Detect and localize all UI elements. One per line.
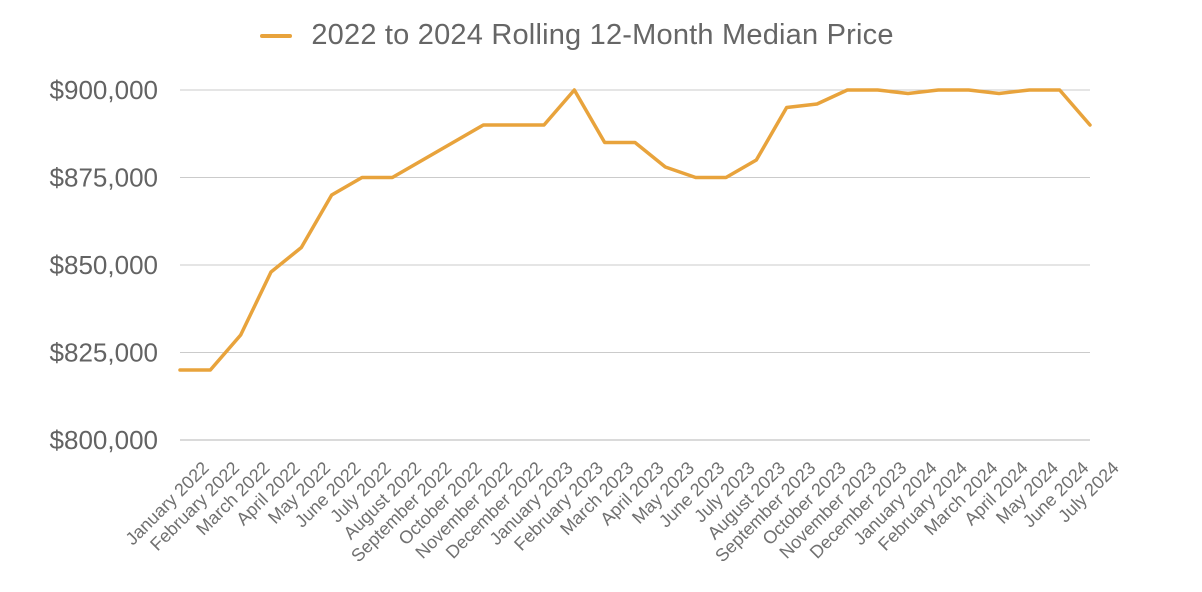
y-axis-tick-label: $900,000: [50, 75, 158, 105]
chart-title: 2022 to 2024 Rolling 12-Month Median Pri…: [311, 19, 894, 51]
chart-legend: 2022 to 2024 Rolling 12-Month Median Pri…: [0, 19, 1178, 52]
y-axis-tick-label: $850,000: [50, 250, 158, 280]
legend-line-marker: [260, 33, 293, 38]
y-axis-tick-label: $800,000: [50, 425, 158, 455]
series-line: [178, 88, 1092, 372]
y-axis-tick-label: $825,000: [50, 338, 158, 368]
y-axis-tick-label: $875,000: [50, 163, 158, 193]
